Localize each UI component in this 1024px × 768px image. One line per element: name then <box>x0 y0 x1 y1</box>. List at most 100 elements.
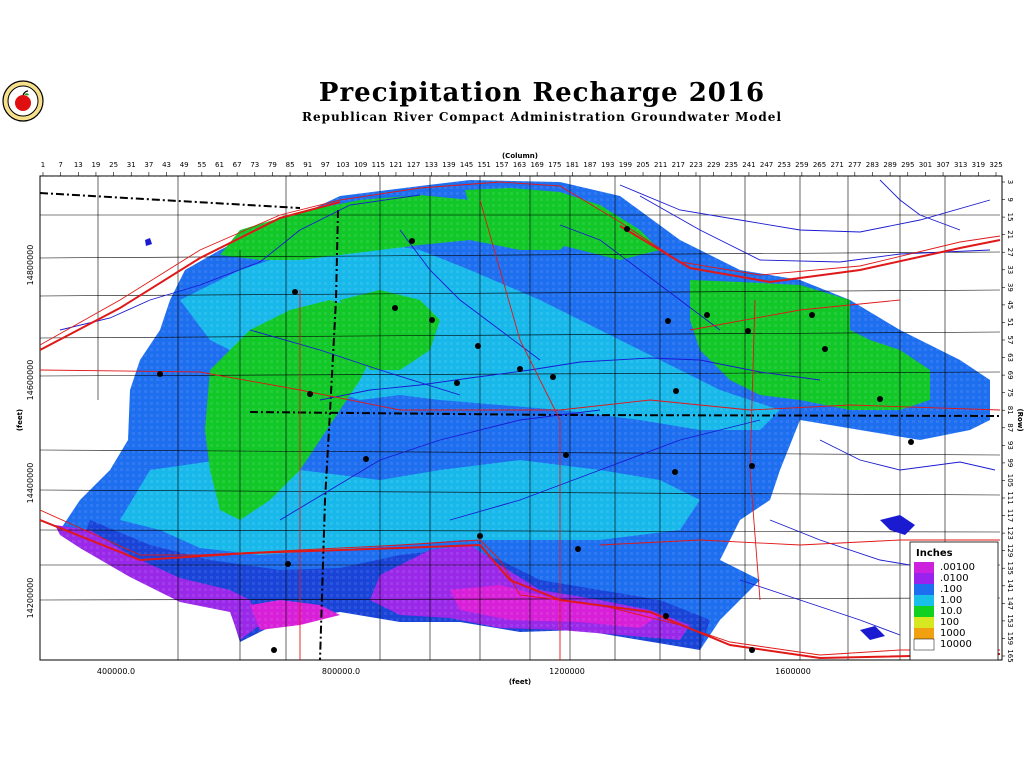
row-tick-label: 39 <box>1006 283 1014 292</box>
lakes <box>145 238 915 640</box>
rivers <box>59 179 996 636</box>
legend-swatch <box>914 584 934 595</box>
row-tick-label: 165 <box>1006 649 1014 662</box>
row-tick-label: 141 <box>1006 579 1014 592</box>
legend-swatch <box>914 595 934 606</box>
cities <box>157 226 914 653</box>
column-tick-label: 127 <box>407 161 420 169</box>
column-tick-label: 49 <box>180 161 189 169</box>
column-tick-label: 1 <box>41 161 45 169</box>
column-tick-label: 115 <box>372 161 385 169</box>
column-tick-label: 37 <box>144 161 153 169</box>
legend-label: .00100 <box>940 562 975 573</box>
row-tick-label: 27 <box>1006 248 1014 257</box>
feet-y-tick-label: 14200000 <box>26 578 35 619</box>
row-tick-label: 15 <box>1006 213 1014 222</box>
column-tick-label: 301 <box>919 161 932 169</box>
legend-label: 1000 <box>940 628 965 639</box>
column-tick-label: 217 <box>672 161 685 169</box>
row-tick-label: 117 <box>1006 509 1014 522</box>
column-tick-label: 247 <box>760 161 773 169</box>
map-content <box>40 176 1002 660</box>
row-tick-label: 57 <box>1006 336 1014 345</box>
column-tick-label: 199 <box>619 161 632 169</box>
legend-label: 10.0 <box>940 606 962 617</box>
column-tick-label: 97 <box>321 161 330 169</box>
feet-x-tick-label: 1200000 <box>549 667 585 676</box>
county-boundaries <box>40 176 1001 660</box>
row-tick-label: 99 <box>1006 458 1014 467</box>
column-tick-label: 277 <box>848 161 861 169</box>
row-tick-label: 3 <box>1006 180 1014 184</box>
feet-x-tick-label: 800000.0 <box>322 667 360 676</box>
column-tick-label: 169 <box>530 161 543 169</box>
column-tick-label: 103 <box>336 161 349 169</box>
row-tick-label: 105 <box>1006 474 1014 487</box>
column-tick-label: 319 <box>972 161 985 169</box>
column-tick-label: 307 <box>936 161 949 169</box>
column-tick-label: 19 <box>91 161 100 169</box>
column-tick-label: 43 <box>162 161 171 169</box>
row-tick-label: 129 <box>1006 544 1014 557</box>
map-subtitle: Republican River Compact Administration … <box>301 110 782 124</box>
column-tick-label: 109 <box>354 161 367 169</box>
legend-swatch <box>914 573 934 584</box>
feet-y-tick-label: 14600000 <box>26 360 35 401</box>
feet-y-tick-label: 14800000 <box>26 245 35 286</box>
column-tick-label: 259 <box>795 161 808 169</box>
row-tick-label: 93 <box>1006 441 1014 450</box>
column-tick-label: 271 <box>830 161 843 169</box>
feet-y-ticks: 14800000 14600000 14400000 14200000 <box>26 245 35 619</box>
column-tick-label: 229 <box>707 161 720 169</box>
column-tick-label: 265 <box>813 161 826 169</box>
major-highways <box>40 201 1001 660</box>
column-tick-label: 289 <box>883 161 896 169</box>
column-tick-label: 295 <box>901 161 914 169</box>
row-tick-label: 135 <box>1006 562 1014 575</box>
row-tick-label: 147 <box>1006 597 1014 610</box>
column-tick-label: 73 <box>250 161 259 169</box>
feet-x-ticks: 400000.0 800000.0 1200000 1600000 <box>97 667 811 676</box>
feet-x-tick-label: 1600000 <box>775 667 811 676</box>
column-axis-label: (Column) <box>502 152 538 160</box>
column-tick-label: 193 <box>601 161 614 169</box>
column-tick-label: 325 <box>989 161 1002 169</box>
legend-label: .0100 <box>940 573 969 584</box>
column-tick-label: 67 <box>233 161 242 169</box>
row-axis-label: (Row) <box>1016 408 1024 431</box>
column-tick-label: 175 <box>548 161 561 169</box>
column-tick-label: 313 <box>954 161 967 169</box>
apple-seal-icon <box>2 80 44 122</box>
column-tick-label: 235 <box>725 161 738 169</box>
feet-y-tick-label: 14400000 <box>26 463 35 504</box>
row-tick-label: 111 <box>1006 491 1014 504</box>
map-title: Precipitation Recharge 2016 <box>318 78 766 108</box>
column-tick-label: 91 <box>303 161 312 169</box>
column-tick-label: 145 <box>460 161 473 169</box>
row-tick-label: 33 <box>1006 265 1014 274</box>
row-tick-label: 63 <box>1006 353 1014 362</box>
column-tick-label: 211 <box>654 161 667 169</box>
column-tick-label: 31 <box>127 161 136 169</box>
column-tick-label: 25 <box>109 161 118 169</box>
feet-y-axis-label: (feet) <box>16 409 24 431</box>
column-tick-label: 253 <box>778 161 791 169</box>
row-tick-label: 69 <box>1006 371 1014 380</box>
feet-x-axis-label: (feet) <box>509 678 531 686</box>
column-tick-label: 205 <box>636 161 649 169</box>
feet-x-tick-label: 400000.0 <box>97 667 135 676</box>
column-tick-label: 157 <box>495 161 508 169</box>
column-tick-label: 13 <box>74 161 83 169</box>
legend-label: 10000 <box>940 639 972 650</box>
column-tick-label: 283 <box>866 161 879 169</box>
column-tick-label: 241 <box>742 161 755 169</box>
column-tick-label: 61 <box>215 161 224 169</box>
column-tick-label: 181 <box>566 161 579 169</box>
column-tick-label: 163 <box>513 161 526 169</box>
row-ticks: 3915212733394551576369758187939910511111… <box>1002 180 1014 663</box>
column-tick-label: 223 <box>689 161 702 169</box>
row-tick-label: 87 <box>1006 423 1014 432</box>
legend-label: 100 <box>940 617 959 628</box>
row-tick-label: 51 <box>1006 318 1014 327</box>
